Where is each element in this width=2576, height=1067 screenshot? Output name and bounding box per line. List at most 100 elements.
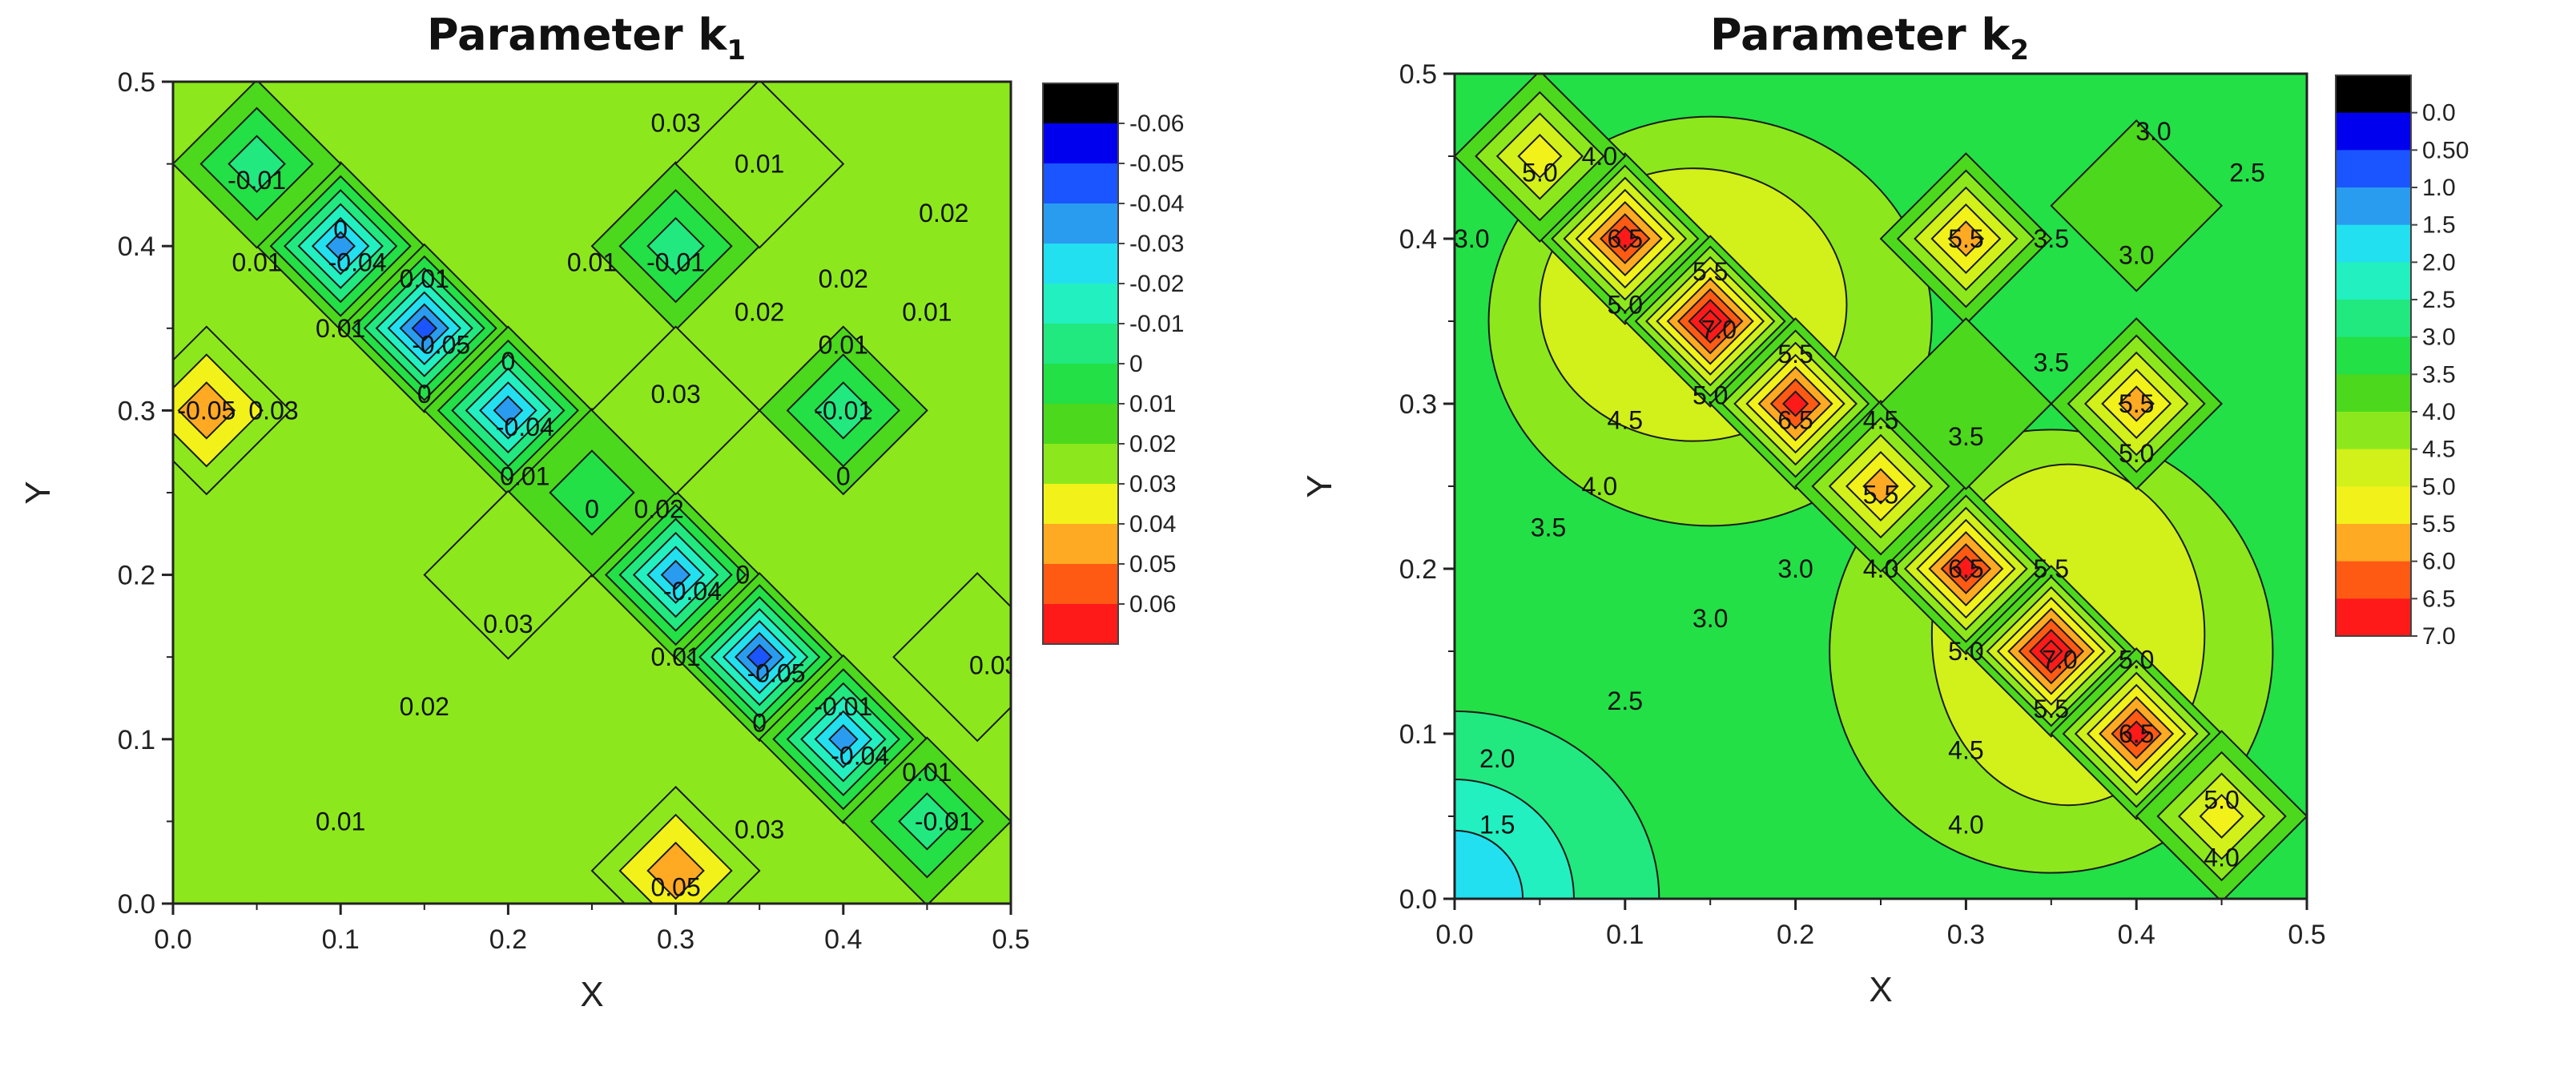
contour-label: -0.01 (646, 248, 705, 277)
x-tick-label: 0.2 (1777, 920, 1814, 950)
colorbar-label: 4.5 (2422, 437, 2456, 463)
colorbar-label: 0.03 (1129, 471, 1176, 497)
contour-label: 5.0 (1608, 290, 1643, 319)
chart-panel-k1: Parameter k1 0.03 -0.01 0.01 -0.04 0 0.01 0.01… (18, 10, 1184, 1014)
x-axis-label: X (1869, 970, 1892, 1009)
contour-label: 5.0 (1693, 381, 1728, 410)
contour-peak (1879, 152, 2053, 325)
contour-label: 3.0 (2119, 241, 2154, 270)
y-tick-label: 0.1 (1399, 719, 1437, 750)
y-tick-label: 0.4 (118, 232, 155, 262)
contour-peak (1624, 235, 1797, 408)
contour-peak (173, 325, 292, 496)
chart-panel-k2: Parameter k2 5.0 4.0 3.0 2.5 3.0 6.5 5.5 5.5 3.5… (1288, 0, 2576, 1067)
contour-ring (1698, 309, 1722, 333)
colorbar-label: 6.5 (2422, 586, 2456, 612)
contour-peak (256, 161, 426, 332)
colorbar-swatch (2336, 112, 2411, 151)
contour-label: 4.5 (1863, 406, 1898, 435)
y-axis-label: Y (1300, 474, 1339, 497)
x-tick-label: 0.1 (322, 924, 360, 955)
contour-label: 0.02 (919, 199, 968, 227)
contour-label: 2.5 (1608, 687, 1643, 715)
colorbar-swatch (2336, 336, 2411, 375)
colorbar-label: 5.0 (2422, 473, 2456, 500)
contour-label: 5.5 (2034, 554, 2069, 583)
y-tick-label: 0.1 (118, 725, 155, 755)
contour-ring (674, 82, 845, 249)
y-tick-label: 0.4 (1399, 224, 1437, 255)
contour-ring (746, 643, 773, 670)
chart-title-subscript: 1 (727, 34, 746, 66)
contour-label: 1.5 (1479, 810, 1515, 839)
contour-label: -0.05 (412, 330, 470, 359)
colorbar-swatch (2336, 561, 2411, 599)
colorbar-swatch (1043, 83, 1118, 124)
y-tick-label: 0.2 (118, 561, 155, 591)
contour-label: -0.04 (328, 248, 387, 277)
colorbar-label: 1.0 (2422, 175, 2456, 201)
contour-label: -0.01 (227, 166, 286, 195)
colorbar-swatch (1043, 484, 1118, 525)
contour-ring (177, 381, 236, 440)
contour-label: 0.02 (819, 264, 868, 293)
contour-ring (227, 135, 286, 193)
contour-label: 5.5 (1777, 340, 1813, 368)
contour-ring (1952, 555, 1980, 582)
y-axis-label: Y (18, 481, 58, 504)
contour-ring (2118, 385, 2155, 422)
contour-label: 0.01 (316, 807, 365, 835)
contour-label: 3.5 (2034, 348, 2069, 377)
contour-peak (1879, 317, 2053, 490)
contour-label: 5.5 (2119, 389, 2154, 418)
contour-label: 2.5 (2229, 159, 2264, 187)
contour-ring (423, 489, 594, 660)
contour-label: 0.03 (650, 108, 700, 137)
colorbar-label: 2.0 (2422, 249, 2456, 276)
x-tick-label: 0.0 (1435, 920, 1473, 950)
contour-ring (1879, 317, 2053, 490)
colorbar-swatch (1043, 524, 1118, 565)
x-tick-label: 0.5 (992, 924, 1029, 955)
chart-title-subscript: 2 (2010, 34, 2029, 66)
contour-label: 6.5 (1777, 406, 1813, 435)
chart-title-text: Parameter k (1710, 10, 2010, 60)
contour-peak (423, 489, 594, 660)
contour-label: -0.01 (915, 807, 973, 835)
contour-ring (1781, 390, 1809, 417)
contour-label: 4.5 (1948, 736, 1983, 765)
contour-label: 0.01 (400, 264, 449, 293)
contour-label: -0.05 (177, 396, 235, 425)
colorbar-label: 3.5 (2422, 361, 2456, 388)
contour-label: 4.0 (2204, 844, 2239, 872)
contour-label: 6.5 (2119, 719, 2154, 748)
x-tick-label: 0.3 (657, 924, 694, 955)
colorbar-swatch (2336, 75, 2411, 114)
colorbar-label: 3.0 (2422, 324, 2456, 351)
contour-label: 3.5 (1948, 422, 1983, 451)
contour-ring (2050, 119, 2224, 292)
contour-label: 3.5 (2034, 224, 2069, 253)
contour-label: 5.0 (2119, 645, 2154, 674)
contour-label: 0.01 (902, 297, 952, 326)
contour-label: 0.03 (483, 610, 533, 638)
contour-label: 5.0 (2119, 439, 2154, 468)
contour-ring (2123, 720, 2150, 747)
contour-label: 0.03 (650, 380, 700, 409)
contour-label: 0.01 (567, 248, 617, 277)
contour-label: 3.0 (1454, 224, 1489, 253)
contour-label: 0 (417, 380, 432, 409)
contour-label: -0.05 (747, 659, 806, 688)
contour-label: 6.5 (1948, 554, 1983, 583)
y-tick-label: 0.2 (1399, 554, 1437, 585)
contour-ring (646, 216, 705, 276)
contour-label: 4.0 (1582, 142, 1617, 171)
contour-ring (1947, 220, 1985, 257)
contour-label: 0 (836, 461, 851, 490)
contour-peak (590, 785, 761, 904)
colorbar-label: -0.01 (1129, 311, 1184, 337)
chart-title-k1: Parameter k1 (427, 10, 746, 66)
colorbar-swatch (1043, 444, 1118, 485)
contour-chart-k1: 0.03 -0.01 0.01 -0.04 0 0.01 0.01 -0.05 0 0 -0.04 0… (18, 67, 1184, 1014)
contour-label: 0.01 (735, 150, 784, 179)
